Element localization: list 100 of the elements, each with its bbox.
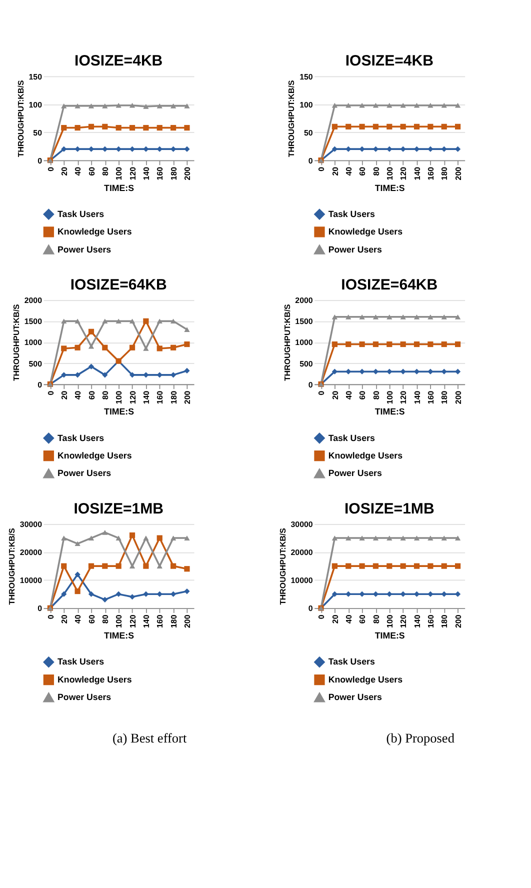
- x-tick-label: 180: [169, 390, 178, 404]
- legend-label: Power Users: [328, 244, 382, 254]
- y-tick-label: 1000: [295, 338, 314, 348]
- x-tick-label: 180: [440, 166, 450, 180]
- x-tick-label: 60: [358, 166, 368, 176]
- x-tick-label: 0: [317, 166, 326, 172]
- x-tick-label: 20: [60, 614, 69, 624]
- x-tick-label: 160: [426, 614, 436, 628]
- x-tick-label: 40: [344, 614, 354, 624]
- x-tick-label: 60: [87, 614, 96, 624]
- x-tick-label: 120: [399, 390, 408, 404]
- x-tick-label: 100: [114, 390, 124, 404]
- y-tick-label: 150: [300, 72, 314, 82]
- y-tick-label: 100: [28, 100, 43, 110]
- x-tick-label: 120: [399, 166, 408, 180]
- x-tick-label: 100: [114, 614, 124, 628]
- legend-label: Power Users: [58, 692, 112, 702]
- x-tick-label: 80: [372, 614, 381, 624]
- x-tick-label: 60: [87, 166, 96, 176]
- x-axis-title: TIME:S: [374, 630, 405, 641]
- x-tick-label: 160: [156, 166, 165, 180]
- x-tick-label: 140: [142, 390, 152, 404]
- x-tick-label: 40: [74, 166, 83, 176]
- x-tick-label: 20: [330, 166, 340, 176]
- x-axis-title: TIME:S: [104, 630, 134, 641]
- x-tick-label: 0: [46, 390, 56, 396]
- y-axis-title: THROUGHPUT:KB/S: [278, 528, 288, 605]
- y-tick-label: 0: [38, 380, 43, 390]
- y-tick-label: 50: [33, 128, 43, 138]
- y-tick-label: 2000: [24, 296, 43, 306]
- x-tick-label: 80: [101, 614, 110, 624]
- x-tick-label: 200: [454, 614, 463, 628]
- x-tick-label: 200: [183, 614, 192, 628]
- y-tick-label: 2000: [295, 296, 314, 306]
- y-axis-title: THROUGHPUT:KB/S: [282, 304, 292, 382]
- y-tick-label: 10000: [290, 576, 314, 586]
- x-tick-label: 80: [372, 166, 381, 176]
- legend-label: Knowledge Users: [58, 450, 132, 461]
- x-tick-label: 40: [344, 166, 354, 176]
- y-axis-title: THROUGHPUT:KB/S: [8, 528, 17, 605]
- y-tick-label: 150: [28, 72, 43, 82]
- x-tick-label: 120: [128, 390, 138, 404]
- legend-label: Knowledge Users: [328, 450, 403, 461]
- legend-label: Task Users: [328, 432, 375, 443]
- y-tick-label: 500: [28, 359, 43, 368]
- y-axis-title: THROUGHPUT:KB/S: [12, 304, 22, 382]
- x-tick-label: 20: [60, 390, 69, 400]
- y-tick-label: 0: [308, 604, 314, 614]
- x-axis-title: TIME:S: [104, 406, 134, 417]
- y-tick-label: 1000: [24, 338, 43, 348]
- x-tick-label: 0: [46, 166, 56, 172]
- x-axis-title: TIME:S: [374, 182, 405, 193]
- x-tick-label: 0: [317, 614, 326, 620]
- y-tick-label: 50: [304, 128, 314, 138]
- y-tick-label: 0: [308, 156, 314, 166]
- y-tick-label: 30000: [290, 520, 314, 530]
- x-tick-label: 60: [358, 390, 368, 400]
- x-axis-title: TIME:S: [104, 182, 134, 193]
- y-tick-label: 0: [38, 604, 43, 614]
- text: (a) Best effort: [112, 730, 187, 746]
- x-tick-label: 60: [358, 614, 368, 624]
- legend-label: Knowledge Users: [58, 674, 132, 684]
- legend-label: Knowledge Users: [58, 226, 132, 237]
- x-tick-label: 20: [60, 166, 69, 176]
- x-tick-label: 160: [156, 390, 165, 404]
- x-tick-label: 80: [101, 166, 110, 176]
- x-tick-label: 180: [440, 614, 450, 628]
- x-tick-label: 0: [46, 614, 56, 620]
- x-tick-label: 200: [183, 390, 192, 404]
- x-tick-label: 200: [454, 166, 463, 180]
- x-tick-label: 180: [169, 614, 178, 628]
- legend-label: Task Users: [58, 208, 104, 219]
- y-tick-label: 30000: [20, 520, 43, 530]
- chart-title: IOSIZE=64KB: [341, 276, 438, 294]
- chart-title: IOSIZE=4KB: [345, 52, 434, 70]
- x-tick-label: 20: [330, 614, 340, 624]
- x-tick-label: 80: [101, 390, 110, 400]
- x-tick-label: 200: [183, 166, 192, 180]
- chart-title: IOSIZE=1MB: [344, 500, 434, 518]
- legend-label: Task Users: [328, 208, 375, 219]
- x-tick-label: 140: [412, 390, 422, 404]
- x-tick-label: 100: [385, 166, 394, 180]
- legend-label: Power Users: [58, 244, 112, 254]
- x-tick-label: 100: [385, 390, 394, 404]
- legend-label: Power Users: [328, 692, 382, 702]
- chart-title: IOSIZE=4KB: [74, 52, 163, 70]
- x-tick-label: 40: [74, 390, 83, 400]
- y-tick-label: 20000: [20, 548, 43, 558]
- x-tick-label: 100: [385, 614, 394, 628]
- legend-label: Task Users: [58, 432, 104, 443]
- y-tick-label: 0: [38, 156, 43, 166]
- x-tick-label: 80: [372, 390, 381, 400]
- y-axis-title: THROUGHPUT:KB/S: [16, 80, 26, 158]
- x-tick-label: 180: [440, 390, 450, 404]
- y-tick-label: 500: [300, 359, 314, 368]
- x-tick-label: 20: [330, 390, 340, 400]
- legend-label: Power Users: [328, 468, 382, 478]
- legend-label: Task Users: [58, 656, 104, 667]
- x-tick-label: 120: [399, 614, 408, 628]
- x-tick-label: 180: [169, 166, 178, 180]
